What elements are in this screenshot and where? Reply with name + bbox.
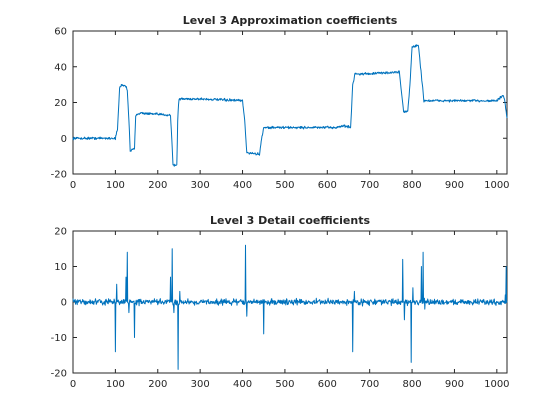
approximation-xtick-label: 0 [70, 180, 76, 191]
detail-title: Level 3 Detail coefficients [210, 214, 370, 227]
detail-xtick-label: 600 [318, 379, 337, 390]
detail-subplot: Level 3 Detail coefficients 0 100 200 300 40… [51, 214, 510, 390]
detail-xtick-label: 100 [106, 379, 125, 390]
approximation-xtick-label: 700 [360, 180, 379, 191]
approximation-xtick-label: 100 [106, 180, 125, 191]
detail-xtick-label: 400 [233, 379, 252, 390]
detail-xtick-label: 300 [191, 379, 210, 390]
detail-ytick-label: 20 [54, 227, 67, 238]
approximation-ytick-label: -20 [51, 170, 67, 181]
detail-xtick-label: 800 [403, 379, 422, 390]
detail-xtick-label: 500 [275, 379, 294, 390]
approximation-ytick-label: 60 [54, 27, 67, 38]
detail-xtick-label: 700 [360, 379, 379, 390]
approximation-xtick-label: 300 [191, 180, 210, 191]
detail-series-line [72, 244, 508, 370]
detail-ytick-label: 10 [54, 262, 67, 273]
detail-ytick-label: -10 [51, 333, 67, 344]
approximation-ytick-label: 0 [61, 134, 67, 145]
approximation-subplot: Level 3 Approximation coefficients 0 100 2… [51, 14, 510, 191]
approximation-xtick-label: 1000 [484, 180, 509, 191]
approximation-xtick-label: 800 [403, 180, 422, 191]
detail-ytick-label: 0 [61, 298, 67, 309]
detail-xtick-label: 200 [148, 379, 167, 390]
approximation-series [72, 44, 508, 167]
approximation-ytick-label: 40 [54, 62, 67, 73]
detail-xtick-label: 900 [445, 379, 464, 390]
detail-xtick-label: 1000 [484, 379, 509, 390]
approximation-xtick-label: 200 [148, 180, 167, 191]
detail-series [72, 244, 508, 370]
approximation-series-line [72, 44, 508, 167]
detail-xtick-label: 0 [70, 379, 76, 390]
approximation-xtick-label: 400 [233, 180, 252, 191]
approximation-ytick-label: 20 [54, 98, 67, 109]
approximation-title: Level 3 Approximation coefficients [183, 14, 398, 27]
approximation-xtick-label: 600 [318, 180, 337, 191]
approximation-axes-box [72, 30, 508, 175]
approximation-xtick-label: 900 [445, 180, 464, 191]
detail-ytick-label: -20 [51, 369, 67, 380]
approximation-ticks: 0 100 200 300 400 500 600 700 800 900 1000-2002040… [51, 27, 510, 192]
approximation-xtick-label: 500 [275, 180, 294, 191]
